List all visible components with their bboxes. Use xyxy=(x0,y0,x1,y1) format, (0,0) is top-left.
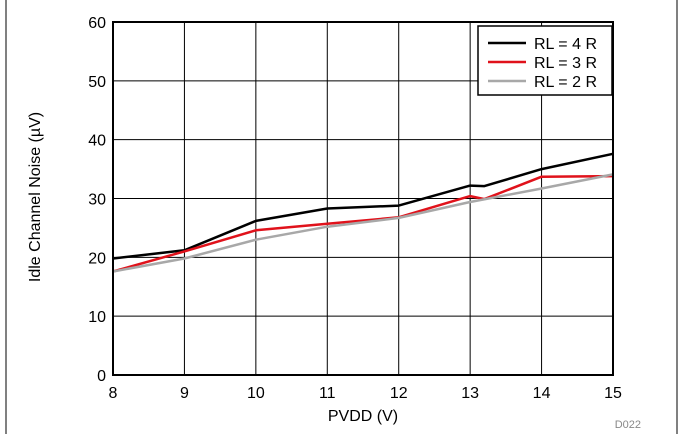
y-tick-label: 0 xyxy=(97,368,106,385)
series-line-3 xyxy=(112,173,614,273)
legend: RL = 4 R RL = 3 R RL = 2 R xyxy=(477,25,613,96)
x-tick-label: 11 xyxy=(319,385,336,402)
series-line-1 xyxy=(112,152,614,260)
legend-box xyxy=(477,25,613,96)
x-tick-label: 13 xyxy=(461,385,479,402)
y-tick-label: 50 xyxy=(88,74,106,91)
legend-label: RL = 2 R xyxy=(534,74,597,91)
figure-id-label: D022 xyxy=(615,419,641,431)
y-tick-label: 60 xyxy=(88,15,106,32)
plot-area-border xyxy=(112,21,614,376)
y-tick-label: 10 xyxy=(88,309,106,326)
x-tick-label: 14 xyxy=(533,385,551,402)
y-tick-label: 30 xyxy=(88,192,106,209)
x-tick-label: 8 xyxy=(109,385,118,402)
x-tick-label: 15 xyxy=(604,385,622,402)
y-axis-label: Idle Channel Noise (µV) xyxy=(27,112,44,282)
x-axis-label: PVDD (V) xyxy=(328,408,398,425)
series-lines xyxy=(112,152,614,273)
y-tick-label: 40 xyxy=(88,133,106,150)
x-tick-label: 10 xyxy=(247,385,265,402)
x-tick-label: 12 xyxy=(390,385,408,402)
tick-labels: 8 9 10 11 12 13 14 15 0 10 20 30 40 50 60 xyxy=(88,15,622,402)
legend-label: RL = 4 R xyxy=(534,36,597,53)
x-tick-label: 9 xyxy=(180,385,189,402)
legend-label: RL = 3 R xyxy=(534,55,597,72)
y-tick-label: 20 xyxy=(88,250,106,267)
